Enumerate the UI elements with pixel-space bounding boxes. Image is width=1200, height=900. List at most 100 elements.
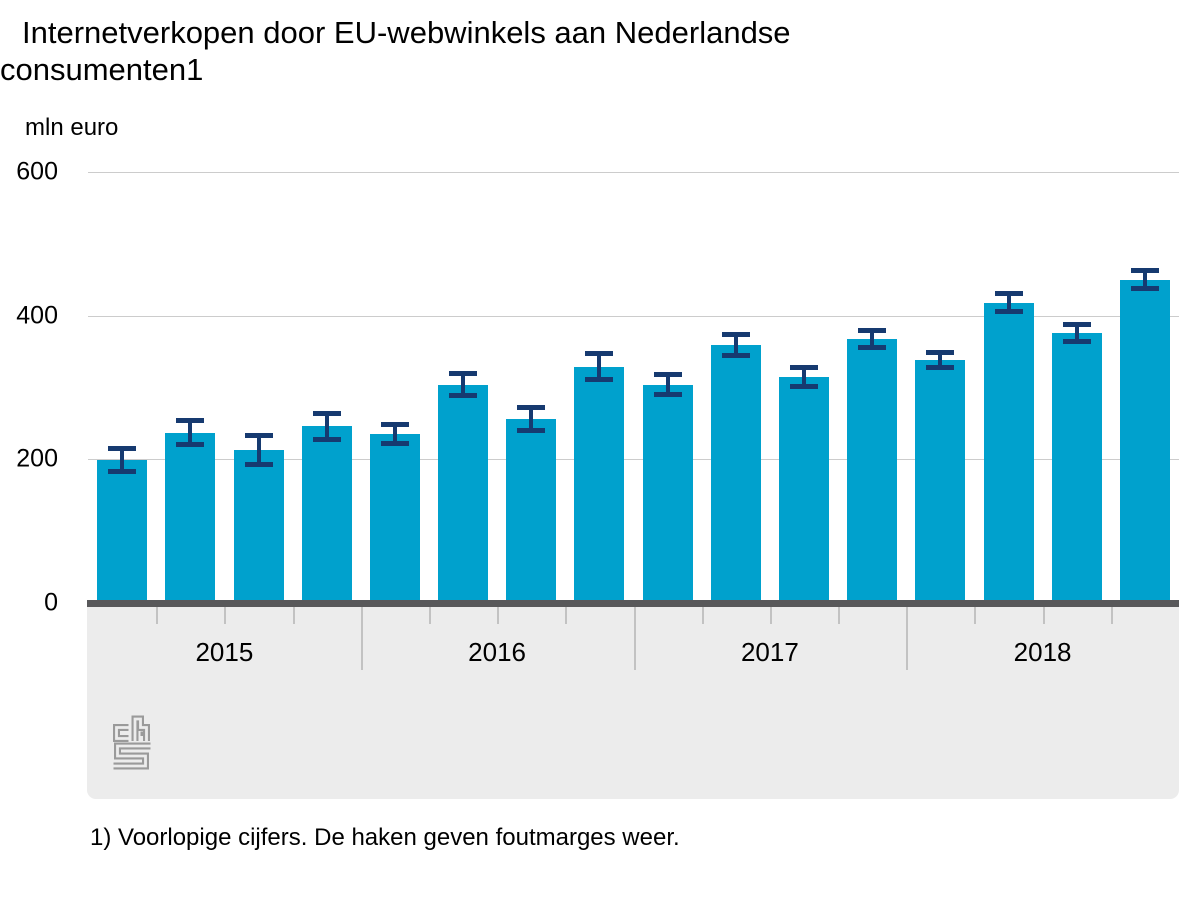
bar-2018-q4 — [1119, 279, 1170, 603]
error-bar-2016-q2-cap-bottom — [449, 392, 477, 398]
error-bar-2015-q1-cap-top — [108, 446, 137, 451]
bar-2017-q2 — [710, 344, 761, 603]
bar-2015-q1 — [97, 460, 148, 603]
error-bar-2016-q4-cap-bottom — [585, 376, 614, 382]
bar-2016-q4 — [574, 366, 625, 603]
bar-2017-q1 — [642, 384, 693, 603]
gridline-600 — [88, 171, 1179, 173]
cbs-logo-icon — [113, 715, 151, 770]
chart-title-line-2: consumenten1 — [0, 52, 204, 87]
error-bar-2015-q4-cap-top — [312, 410, 341, 416]
quarter-tick — [565, 607, 568, 624]
year-separator-tick — [633, 607, 636, 670]
quarter-tick — [701, 607, 704, 624]
error-bar-2017-q1-stem — [665, 374, 670, 395]
error-bar-2015-q3-cap-bottom — [244, 461, 273, 467]
gridline-200 — [88, 459, 1179, 461]
error-bar-2018-q2-cap-top — [994, 290, 1023, 296]
bar-2018-q3 — [1051, 332, 1102, 603]
error-bar-2018-q2-stem — [1006, 293, 1011, 312]
error-bar-2016-q1-stem — [392, 424, 397, 444]
error-bar-2018-q1-cap-bottom — [926, 364, 955, 370]
error-bar-2018-q1-cap-top — [926, 350, 955, 356]
error-bar-2018-q3-cap-bottom — [1062, 338, 1091, 344]
bar-2016-q1 — [369, 434, 420, 603]
error-bar-2016-q4-cap-top — [585, 351, 614, 357]
error-bar-2016-q3-cap-bottom — [517, 428, 546, 433]
y-axis-tick-label-0: 0 — [44, 588, 58, 617]
error-bar-2017-q2-cap-bottom — [721, 353, 750, 359]
error-bar-2015-q3-cap-top — [244, 433, 273, 438]
year-separator-tick — [906, 607, 909, 670]
quarter-tick — [974, 607, 977, 624]
error-bar-2017-q1-cap-bottom — [653, 392, 682, 397]
error-bar-2018-q2-cap-bottom — [994, 309, 1023, 315]
quarter-tick — [769, 607, 772, 624]
error-bar-2016-q2-stem — [461, 373, 465, 396]
bar-2018-q1 — [915, 360, 966, 603]
gridline-400 — [88, 315, 1179, 317]
error-bar-2017-q2-stem — [733, 334, 738, 356]
error-bar-2015-q2-stem — [188, 420, 193, 445]
error-bar-2017-q4-cap-bottom — [858, 345, 887, 351]
x-axis-baseline — [87, 600, 1179, 607]
y-axis-tick-label-600: 600 — [16, 157, 58, 186]
error-bar-2016-q3-cap-top — [517, 405, 546, 410]
error-bar-2017-q3-stem — [802, 367, 806, 387]
x-axis-band: 2015 2016 2017 2018 — [87, 607, 1179, 799]
quarter-tick — [224, 607, 227, 624]
y-axis-tick-label-400: 400 — [16, 301, 58, 329]
error-bar-2018-q1-stem — [938, 352, 943, 368]
bar-2015-q3 — [233, 449, 284, 603]
error-bar-2018-q4-stem — [1142, 270, 1147, 289]
quarter-tick — [156, 607, 159, 624]
error-bar-2018-q3-cap-top — [1062, 321, 1091, 327]
error-bar-2015-q2-cap-top — [176, 417, 205, 423]
quarter-tick — [838, 607, 841, 624]
bar-2018-q2 — [983, 302, 1034, 603]
error-bar-2016-q1-cap-bottom — [380, 440, 409, 446]
y-axis-unit-label: mln euro — [25, 114, 119, 141]
bar-2015-q2 — [165, 432, 216, 603]
x-axis-year-label-2015: 2015 — [195, 637, 254, 667]
chart-title: Internetverkopen door EU-webwinkels aan … — [0, 14, 980, 88]
quarter-tick — [497, 607, 500, 624]
error-bar-2018-q4-cap-top — [1130, 267, 1159, 273]
error-bar-2018-q4-cap-bottom — [1130, 286, 1159, 292]
error-bar-2016-q2-cap-top — [449, 371, 477, 377]
error-bar-2016-q4-stem — [597, 353, 602, 380]
year-separator-tick — [360, 607, 363, 670]
quarter-tick — [1042, 607, 1045, 624]
error-bar-2015-q2-cap-bottom — [176, 442, 205, 448]
bar-2017-q3 — [779, 377, 829, 603]
bar-2015-q4 — [301, 426, 352, 603]
error-bar-2016-q3-stem — [529, 407, 534, 431]
x-axis-year-label-2016: 2016 — [468, 637, 527, 667]
bar-2016-q2 — [438, 384, 488, 603]
error-bar-2015-q4-stem — [324, 413, 329, 440]
bar-2016-q3 — [506, 419, 557, 603]
error-bar-2015-q1-stem — [120, 448, 125, 472]
error-bar-2017-q4-cap-top — [858, 328, 887, 334]
error-bar-2017-q4-stem — [870, 330, 875, 348]
error-bar-2017-q2-cap-top — [721, 331, 750, 337]
x-axis-year-label-2018: 2018 — [1013, 637, 1072, 667]
error-bar-2015-q1-cap-bottom — [108, 469, 137, 474]
error-bar-2017-q3-cap-top — [790, 365, 818, 371]
error-bar-2017-q3-cap-bottom — [790, 384, 818, 390]
error-bar-2018-q3-stem — [1074, 324, 1079, 342]
bar-2017-q4 — [847, 339, 898, 603]
y-axis-tick-label-200: 200 — [16, 444, 58, 473]
error-bar-2015-q4-cap-bottom — [312, 436, 341, 442]
quarter-tick — [428, 607, 431, 624]
x-axis-year-label-2017: 2017 — [740, 637, 799, 667]
error-bar-2016-q1-cap-top — [380, 422, 409, 428]
footnote: 1) Voorlopige cijfers. De haken geven fo… — [90, 824, 680, 851]
chart-title-line-1: Internetverkopen door EU-webwinkels aan … — [22, 15, 791, 50]
error-bar-2017-q1-cap-top — [653, 371, 682, 377]
quarter-tick — [292, 607, 295, 624]
quarter-tick — [1110, 607, 1113, 624]
error-bar-2015-q3-stem — [256, 435, 261, 465]
